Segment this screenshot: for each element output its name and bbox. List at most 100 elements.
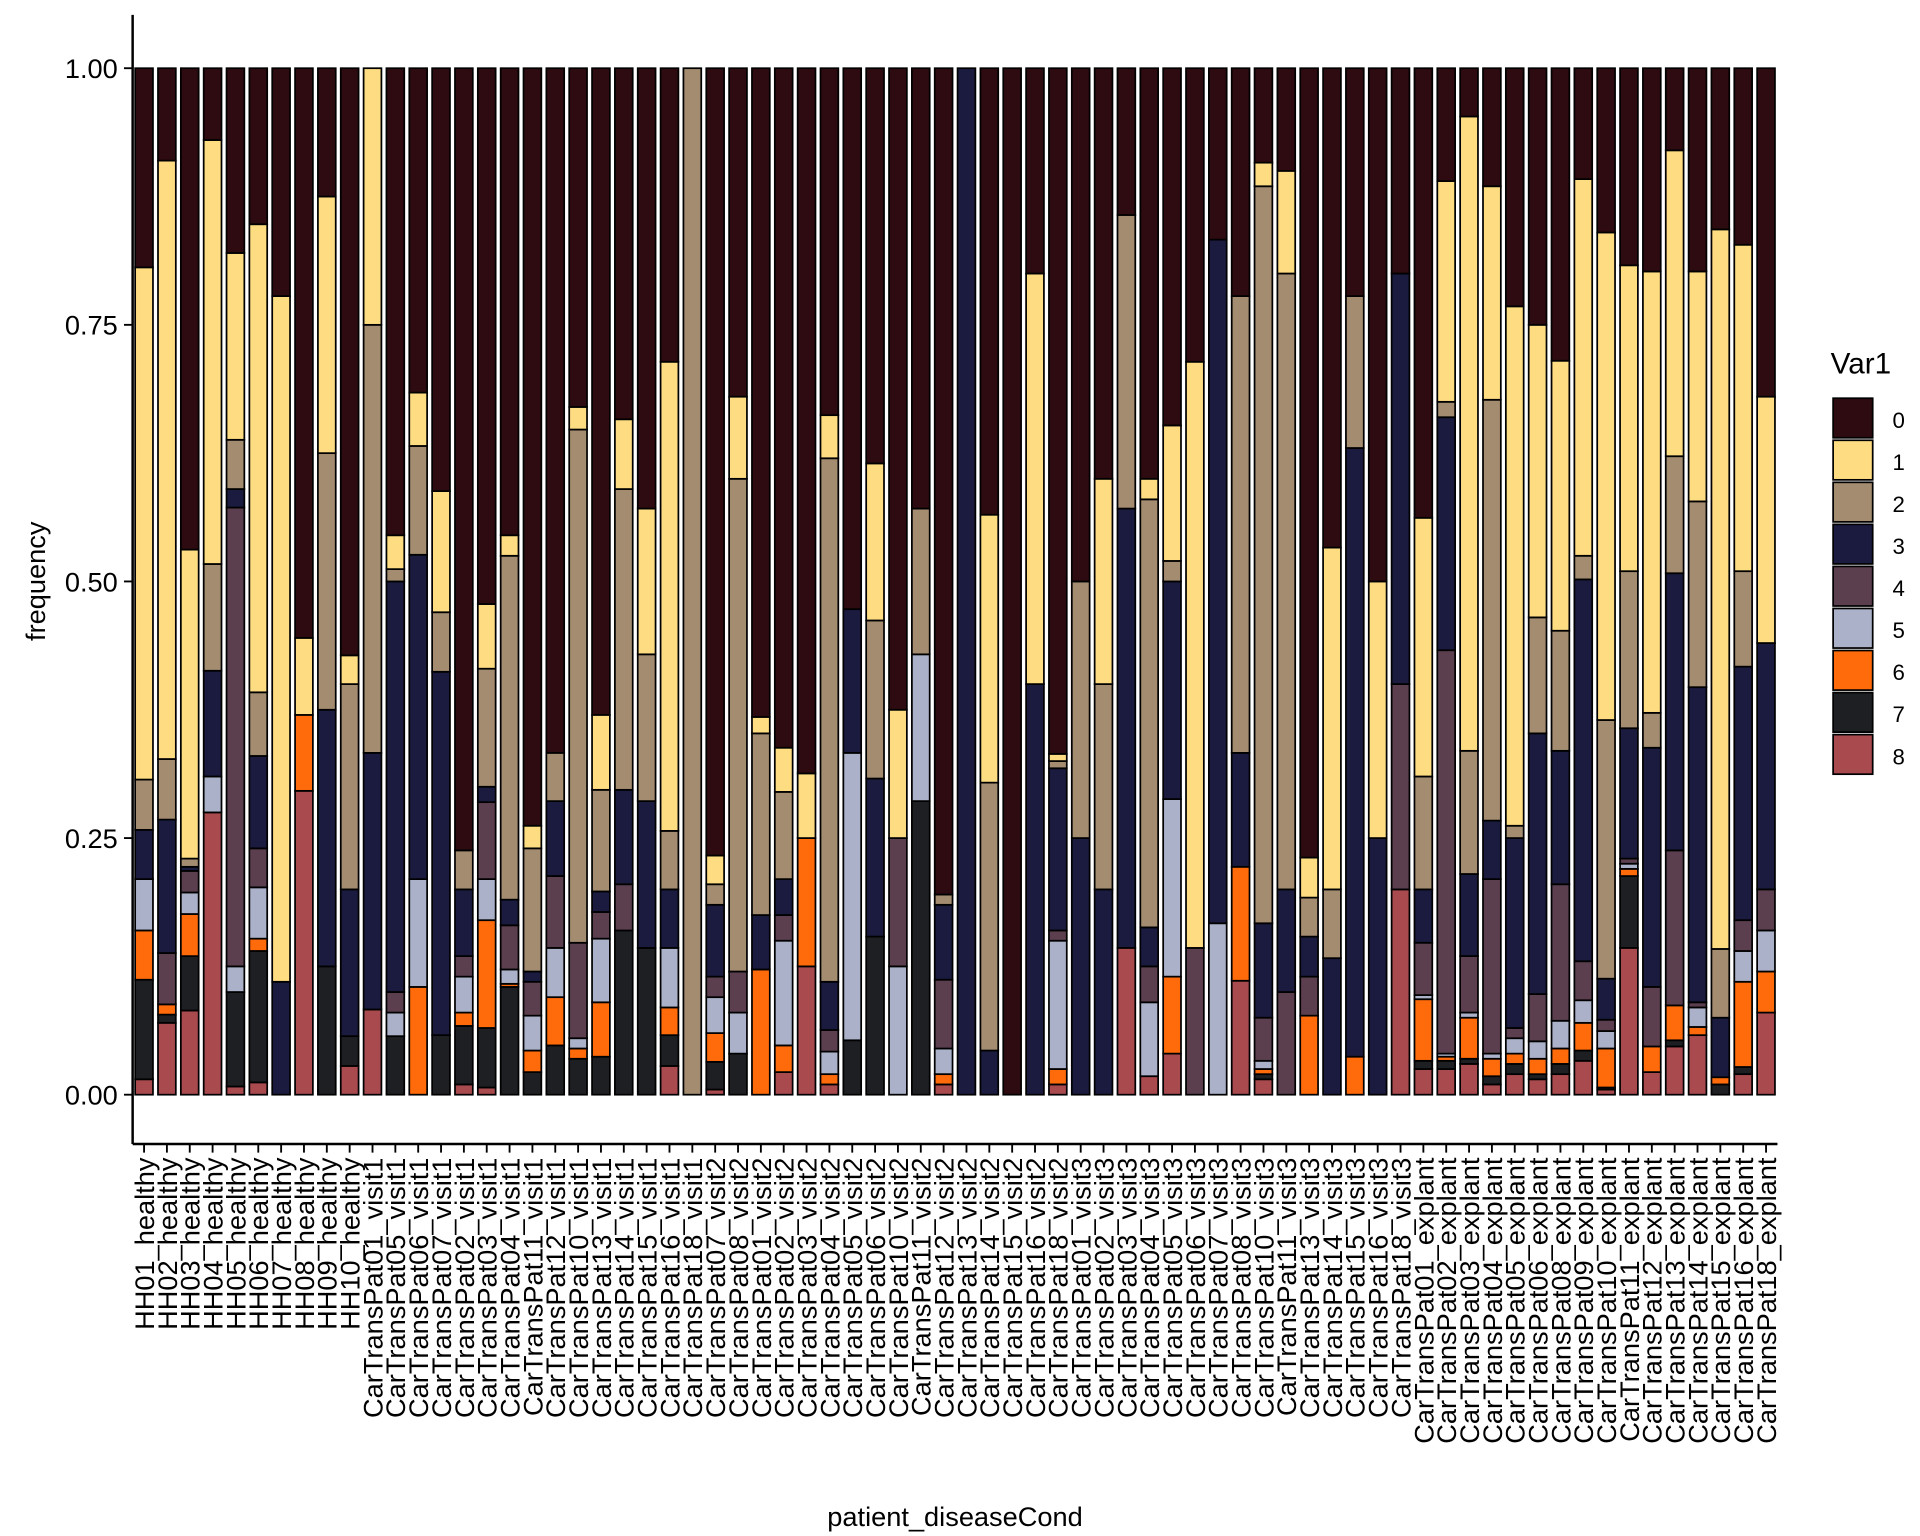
bar-segment <box>248 1081 269 1096</box>
bar-segment <box>1345 447 1365 1058</box>
bar-segment <box>431 670 451 1037</box>
bar-segment <box>362 1008 383 1096</box>
bar-segment <box>614 418 634 490</box>
bar-segment <box>1162 580 1182 800</box>
bar-segment <box>1390 683 1411 891</box>
bar-segment <box>591 788 611 893</box>
bar-segment <box>179 548 200 860</box>
bar-segment <box>1048 1083 1068 1096</box>
bar-segment <box>134 828 154 880</box>
bar-segment <box>659 888 680 949</box>
legend-swatch <box>1832 691 1874 734</box>
bar-segment <box>591 1001 611 1058</box>
y-axis-label: frequency <box>20 521 51 641</box>
bar-segment <box>1756 1011 1776 1096</box>
x-tick-label: CarTransPat13_visit2 <box>951 1158 982 1418</box>
y-tick-label: 0.75 <box>65 310 118 341</box>
x-tick-label: CarTransPat14_explant <box>1682 1157 1713 1444</box>
bar-segment <box>1642 1071 1662 1096</box>
bar-segment <box>1504 1073 1525 1096</box>
bar-segment <box>933 1073 954 1086</box>
bar-segment <box>659 1006 680 1037</box>
bar-segment <box>225 991 246 1088</box>
bar-segment <box>568 1057 588 1096</box>
bar-segment <box>1619 727 1639 860</box>
bar-segment <box>385 991 406 1014</box>
x-tick-label: CarTransPat14_visit3 <box>1317 1158 1348 1418</box>
bar-segment <box>545 996 566 1047</box>
bar-segment <box>362 752 383 1011</box>
bar-segment <box>1687 67 1708 273</box>
bar-segment <box>1733 950 1753 983</box>
bar-segment <box>202 669 223 778</box>
bar-segment <box>431 67 451 492</box>
bar-segment <box>1322 957 1342 1096</box>
bar-segment <box>1642 746 1662 988</box>
bar-segment <box>1596 231 1616 721</box>
bar-segment <box>1230 295 1251 754</box>
bar-segment <box>1139 67 1160 480</box>
bar-segment <box>614 788 634 886</box>
bar-segment <box>545 875 566 949</box>
x-tick-label: HH08_healthy <box>289 1157 320 1330</box>
bar-segment <box>1527 732 1548 995</box>
bar-segment <box>1573 960 1594 1002</box>
bar-segment <box>1116 947 1137 1096</box>
x-tick-label: HH03_healthy <box>175 1157 206 1330</box>
bar-segment <box>1459 873 1479 957</box>
bar-segment <box>1710 1076 1731 1086</box>
x-tick-label: CarTransPat11_explant <box>1614 1157 1645 1442</box>
x-tick-label: CarTransPat04_visit1 <box>494 1158 525 1418</box>
bar-segment <box>157 952 177 1006</box>
bar-segment <box>888 965 908 1096</box>
bar-segment <box>339 654 360 685</box>
bar-segment <box>225 488 246 509</box>
bar-segment <box>751 914 771 971</box>
bar-segment <box>979 1049 1000 1096</box>
bar-segment <box>1504 1037 1525 1055</box>
bar-segment <box>1299 1014 1319 1096</box>
bar-segment <box>499 986 520 1096</box>
legend-label: 4 <box>1892 576 1904 601</box>
x-tick-label: CarTransPat15_visit3 <box>1340 1158 1371 1418</box>
bar-segment <box>1664 67 1685 152</box>
bar-segment <box>476 603 497 670</box>
bar-segment <box>773 1044 794 1073</box>
y-tick-label: 0.00 <box>65 1080 118 1111</box>
x-tick-label: CarTransPat10_visit3 <box>1248 1158 1279 1418</box>
x-tick-label: CarTransPat02_visit2 <box>769 1158 800 1418</box>
bar-segment <box>1207 67 1228 241</box>
bar-segment <box>1642 270 1662 714</box>
x-tick-label: HH04_healthy <box>197 1157 228 1330</box>
bar-segment <box>1550 1063 1571 1076</box>
bar-segment <box>1619 67 1639 267</box>
x-tick-label: HH09_healthy <box>312 1157 343 1330</box>
bar-segment <box>591 1055 611 1096</box>
bar-segment <box>225 67 246 254</box>
x-tick-label: CarTransPat16_visit2 <box>1020 1158 1051 1418</box>
x-tick-label: CarTransPat10_explant <box>1591 1157 1622 1444</box>
bar-segment <box>1687 686 1708 1004</box>
x-tick-label: CarTransPat03_visit2 <box>791 1158 822 1418</box>
bar-segment <box>1482 398 1502 822</box>
x-tick-label: CarTransPat08_explant <box>1545 1157 1576 1444</box>
bar-segment <box>339 1035 360 1067</box>
bar-segment <box>796 772 817 839</box>
bar-segment <box>842 608 863 754</box>
bar-segment <box>317 708 337 968</box>
bar-segment <box>1482 819 1502 880</box>
x-tick-label: CarTransPat16_explant <box>1728 1157 1759 1444</box>
bar-segment <box>134 67 154 269</box>
bar-segment <box>1596 719 1616 980</box>
bar-segment <box>1162 560 1182 583</box>
bar-segment <box>1093 67 1114 480</box>
bar-segment <box>1436 67 1456 182</box>
bar-segment <box>659 1034 680 1067</box>
bar-segment <box>1253 1078 1274 1096</box>
bar-segment <box>1756 888 1776 932</box>
bar-segment <box>1436 180 1456 403</box>
bar-segment <box>865 619 885 780</box>
x-tick-label: CarTransPat10_visit1 <box>563 1158 594 1418</box>
